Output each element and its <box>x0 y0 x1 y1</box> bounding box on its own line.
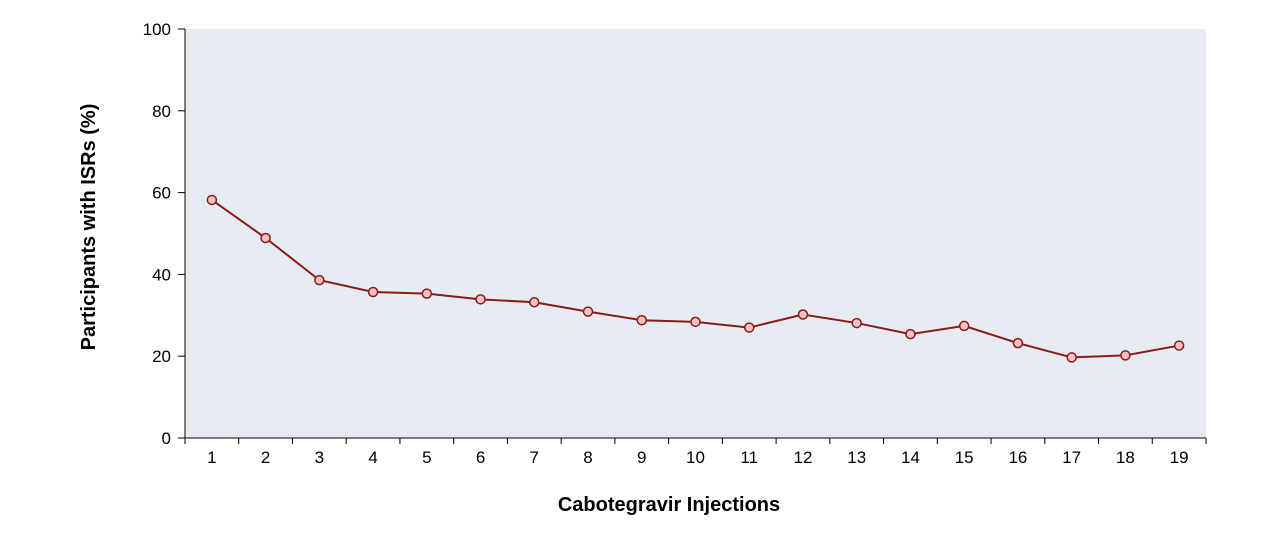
x-tick-label: 14 <box>901 448 920 467</box>
data-point <box>958 320 970 332</box>
y-axis: 0 20 40 60 80 100 <box>143 20 186 448</box>
data-point <box>260 232 271 244</box>
x-tick-label: 13 <box>847 448 866 467</box>
data-point <box>1173 340 1185 351</box>
data-point <box>314 274 325 286</box>
data-point <box>851 317 862 329</box>
x-tick-label: 10 <box>686 448 705 467</box>
x-tick-label: 11 <box>740 448 758 467</box>
data-point <box>905 328 916 340</box>
data-point <box>743 322 755 333</box>
data-point <box>690 316 701 328</box>
x-tick-label: 4 <box>368 448 377 467</box>
y-tick-label: 40 <box>152 265 171 284</box>
x-tick-label: 7 <box>530 448 539 467</box>
x-axis-title: Cabotegravir Injections <box>558 494 780 516</box>
x-tick-label: 12 <box>794 448 813 467</box>
x-axis: 1 2 3 4 5 6 7 8 9 10 11 12 13 14 15 16 17 18 19 <box>184 437 1207 467</box>
data-point <box>582 306 594 317</box>
y-tick-label: 0 <box>162 429 171 448</box>
x-tick-label: 8 <box>583 448 592 467</box>
y-tick-label: 20 <box>152 347 171 366</box>
plot-area <box>185 29 1206 438</box>
x-tick-label: 6 <box>476 448 485 467</box>
data-point <box>421 288 433 299</box>
y-axis-title: Participants with ISRs (%) <box>78 104 100 351</box>
x-tick-label: 5 <box>422 448 431 467</box>
x-tick-label: 9 <box>637 448 646 467</box>
data-point <box>636 314 648 326</box>
data-point <box>1012 337 1024 349</box>
x-tick-label: 1 <box>207 448 216 467</box>
data-point <box>206 194 218 206</box>
x-tick-label: 19 <box>1170 448 1189 467</box>
data-point <box>797 309 809 320</box>
x-tick-label: 17 <box>1062 448 1081 467</box>
y-tick-label: 60 <box>152 184 171 203</box>
x-tick-label: 3 <box>315 448 324 467</box>
data-point <box>1066 352 1077 363</box>
y-tick-label: 100 <box>143 20 171 39</box>
data-point <box>475 294 486 305</box>
x-tick-label: 2 <box>261 448 270 467</box>
series-line-group <box>206 194 1185 363</box>
data-point <box>1120 350 1131 361</box>
data-point <box>367 286 379 298</box>
y-tick-label: 80 <box>152 102 171 121</box>
x-tick-label: 16 <box>1008 448 1027 467</box>
x-tick-label: 18 <box>1116 448 1135 467</box>
x-tick-label: 15 <box>955 448 974 467</box>
data-point <box>529 296 540 308</box>
